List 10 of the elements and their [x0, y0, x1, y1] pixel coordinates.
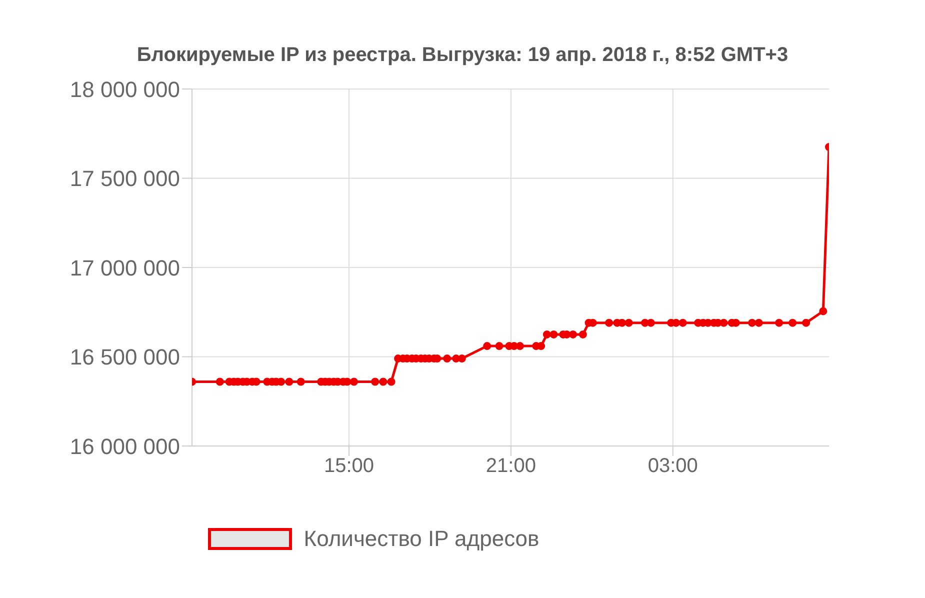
- y-tick-label: 17 500 000: [70, 166, 180, 192]
- x-tick-label: 15:00: [324, 455, 374, 478]
- legend-label: Количество IP адресов: [304, 526, 540, 552]
- x-tick-label: 03:00: [648, 455, 698, 478]
- x-tick-label: 21:00: [486, 455, 536, 478]
- y-tick-label: 17 000 000: [70, 255, 180, 280]
- y-tick-label: 16 000 000: [70, 434, 180, 459]
- y-tick-label: 18 000 000: [70, 76, 180, 102]
- chart-title: Блокируемые IP из реестра. Выгрузка: 19 апр. 2018 г., 8:52 GMT+3: [136, 43, 790, 66]
- y-tick-label: 16 500 000: [70, 344, 180, 370]
